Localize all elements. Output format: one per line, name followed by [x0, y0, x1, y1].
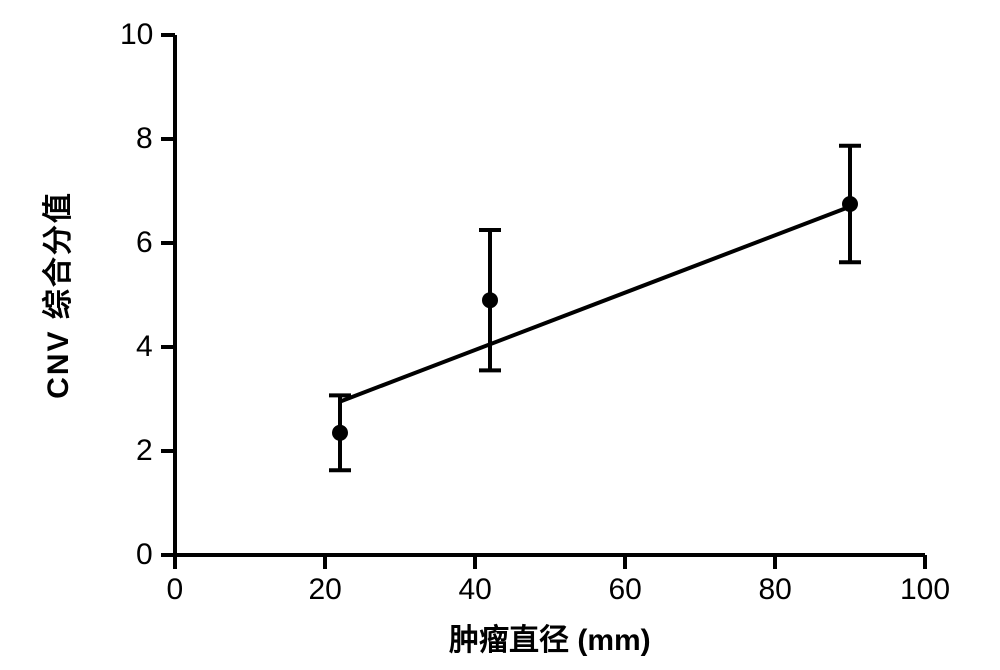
y-tick-label: 4: [136, 330, 153, 364]
x-tick-label: 20: [309, 573, 342, 607]
data-point: [482, 292, 498, 308]
data-point: [332, 425, 348, 441]
x-tick-label: 100: [900, 573, 950, 607]
x-axis-title: 肿瘤直径 (mm): [449, 615, 651, 659]
y-axis-title: CNV 综合分值: [33, 191, 77, 399]
regression-line: [340, 207, 850, 402]
x-tick-label: 40: [459, 573, 492, 607]
y-tick-label: 6: [136, 226, 153, 260]
x-tick-label: 0: [167, 573, 184, 607]
y-tick-label: 8: [136, 122, 153, 156]
data-point: [842, 196, 858, 212]
x-tick-label: 60: [609, 573, 642, 607]
chart-container: 0 20 40 60 80 100 0 2 4 6 8 10 肿瘤直径 (mm) CNV 综合分值: [0, 0, 1000, 670]
y-tick-label: 10: [120, 18, 153, 52]
y-tick-label: 2: [136, 434, 153, 468]
y-tick-label: 0: [136, 538, 153, 572]
x-tick-label: 80: [759, 573, 792, 607]
